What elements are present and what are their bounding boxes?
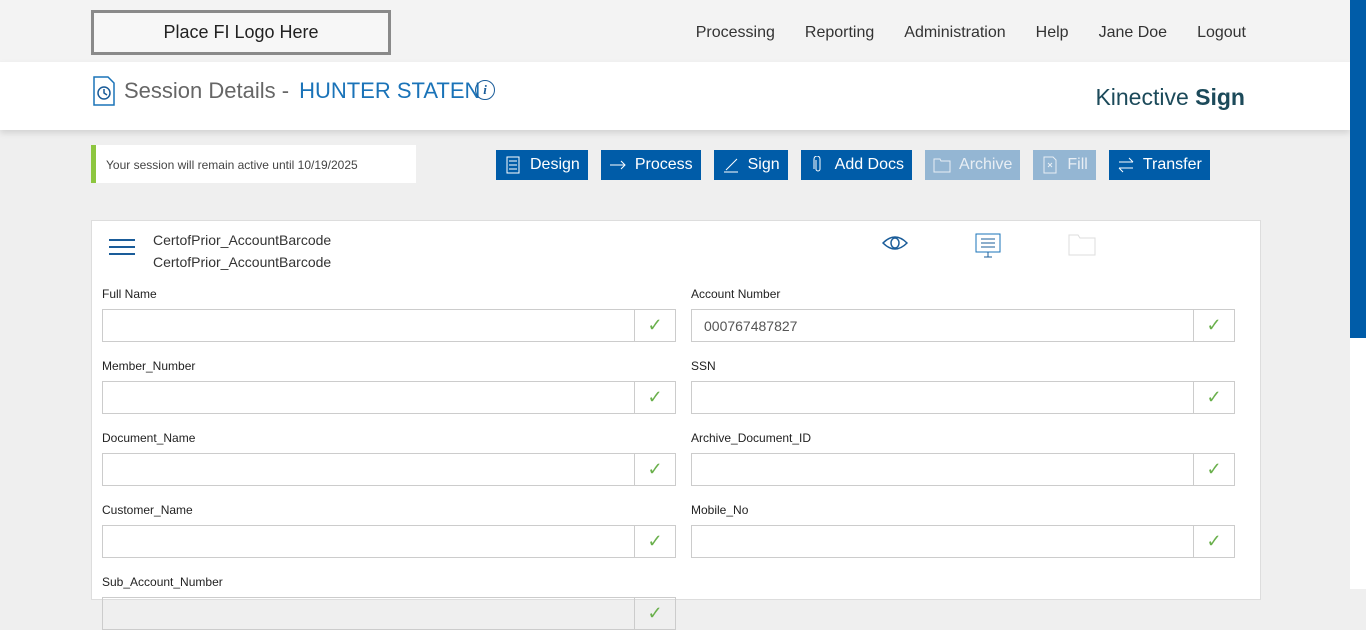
customer-name: HUNTER STATEN <box>299 78 481 103</box>
list-doc-icon <box>506 156 520 174</box>
sub-account-number-field: Sub_Account_Number ✓ <box>102 575 676 630</box>
nav-logout[interactable]: Logout <box>1197 24 1246 41</box>
document-name: CertofPrior_AccountBarcode CertofPrior_Ac… <box>153 232 332 270</box>
check-icon: ✓ <box>634 598 675 629</box>
archive-document-id-field: Archive_Document_ID ✓ <box>691 431 1235 486</box>
archive-document-id-input[interactable] <box>692 454 1193 485</box>
full-name-input[interactable] <box>103 310 634 341</box>
folder-icon[interactable] <box>1068 234 1096 256</box>
design-button[interactable]: Design <box>496 150 588 180</box>
sub-account-number-input[interactable] <box>103 598 634 629</box>
sign-button[interactable]: Sign <box>713 150 788 180</box>
customer-name-field: Customer_Name ✓ <box>102 503 676 558</box>
check-icon: ✓ <box>1193 382 1234 413</box>
arrow-right-icon <box>609 160 626 170</box>
page-header: Session Details - HUNTER STATEN i Kinect… <box>0 62 1350 130</box>
nav-reporting[interactable]: Reporting <box>804 24 875 41</box>
top-bar: Place FI Logo Here Processing Reporting … <box>0 0 1350 62</box>
check-icon: ✓ <box>634 526 675 557</box>
transfer-icon <box>1118 157 1134 173</box>
toolbar: Design Process Sign Add Docs Archive Fil… <box>496 150 1223 180</box>
full-name-field: Full Name ✓ <box>102 287 676 342</box>
kiosk-icon[interactable] <box>975 233 1001 259</box>
process-button[interactable]: Process <box>600 150 701 180</box>
brand-logo: Kinective Sign <box>1095 84 1245 110</box>
nav-user[interactable]: Jane Doe <box>1098 24 1168 41</box>
scrollbar-thumb[interactable] <box>1350 0 1366 338</box>
ssn-input[interactable] <box>692 382 1193 413</box>
session-notice: Your session will remain active until 10… <box>91 145 416 183</box>
document-name-input[interactable] <box>103 454 634 485</box>
account-number-input[interactable]: 000767487827 <box>704 318 798 334</box>
member-number-input[interactable] <box>103 382 634 413</box>
menu-icon[interactable] <box>109 239 135 260</box>
fill-button[interactable]: Fill <box>1033 150 1096 180</box>
mobile-no-field: Mobile_No ✓ <box>691 503 1235 558</box>
check-icon: ✓ <box>634 382 675 413</box>
mobile-no-input[interactable] <box>692 526 1193 557</box>
transfer-button[interactable]: Transfer <box>1108 150 1210 180</box>
title-text: Session Details - <box>124 78 290 103</box>
check-icon: ✓ <box>1193 526 1234 557</box>
document-name-field: Document_Name ✓ <box>102 431 676 486</box>
fi-logo: Place FI Logo Here <box>91 10 391 55</box>
main-nav: Processing Reporting Administration Help… <box>696 24 1246 42</box>
check-icon: ✓ <box>1193 454 1234 485</box>
add-docs-button[interactable]: Add Docs <box>800 150 913 180</box>
session-history-icon <box>93 76 115 106</box>
ssn-field: SSN ✓ <box>691 359 1235 414</box>
nav-processing[interactable]: Processing <box>695 24 775 41</box>
archive-button[interactable]: Archive <box>925 150 1021 180</box>
check-icon: ✓ <box>634 310 675 341</box>
folder-icon <box>933 158 951 173</box>
member-number-field: Member_Number ✓ <box>102 359 676 414</box>
customer-name-input[interactable] <box>103 526 634 557</box>
scrollbar[interactable] <box>1350 0 1366 589</box>
pen-icon <box>723 158 738 173</box>
info-icon[interactable]: i <box>475 80 495 100</box>
document-card: CertofPrior_AccountBarcode CertofPrior_Ac… <box>91 220 1261 630</box>
check-icon: ✓ <box>1193 310 1234 341</box>
fill-doc-icon <box>1043 156 1057 174</box>
check-icon: ✓ <box>634 454 675 485</box>
page-title: Session Details - HUNTER STATEN <box>92 76 480 106</box>
nav-help[interactable]: Help <box>1035 24 1069 41</box>
paperclip-icon <box>813 156 821 172</box>
eye-icon[interactable] <box>882 233 908 253</box>
account-number-field: Account Number 000767487827 ✓ <box>691 287 1235 342</box>
nav-administration[interactable]: Administration <box>904 24 1006 41</box>
